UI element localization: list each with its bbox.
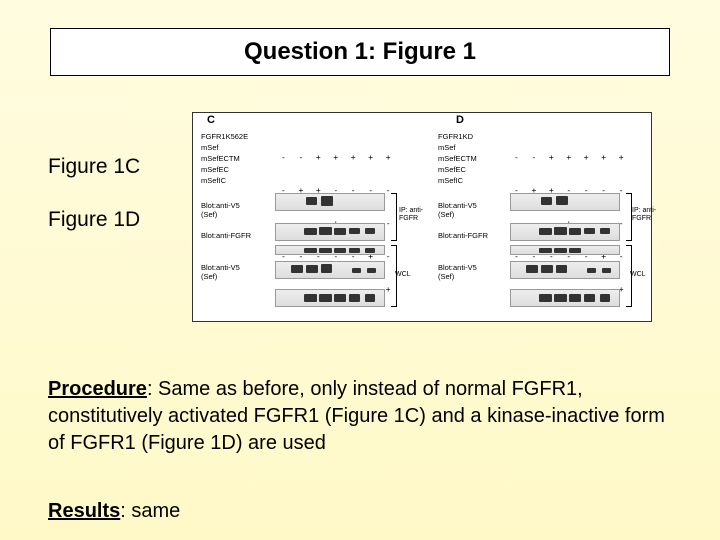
panel-c-header: C bbox=[207, 114, 215, 126]
panel-d-header: D bbox=[456, 114, 464, 126]
panel-d: D FGFR1KD mSef mSefECTM mSefEC mSefIC - … bbox=[422, 113, 651, 321]
row-label: mSefECTM bbox=[438, 153, 477, 164]
blot-strip bbox=[510, 261, 620, 279]
blot-label: Blot:anti-V5 (Sef) bbox=[438, 201, 477, 219]
procedure-lead: Procedure bbox=[48, 378, 147, 400]
row-label: FGFR1KD bbox=[438, 131, 477, 142]
blot-label: Blot:anti-V5 (Sef) bbox=[438, 263, 477, 281]
blot-strip bbox=[510, 245, 620, 255]
blot-label: Blot:anti-V5 (Sef) bbox=[201, 263, 240, 281]
results-lead: Results bbox=[48, 500, 120, 522]
panel-d-row-labels: FGFR1KD mSef mSefECTM mSefEC mSefIC bbox=[438, 131, 477, 186]
bracket-label: WCL bbox=[395, 271, 417, 279]
results-body: : same bbox=[120, 500, 180, 522]
blot-strip bbox=[275, 193, 385, 211]
row-label: FGFR1K562E bbox=[201, 131, 248, 142]
blot-label: Blot:anti-V5 (Sef) bbox=[201, 201, 240, 219]
blot-strip bbox=[275, 289, 385, 307]
blot-strip bbox=[510, 193, 620, 211]
pm-row: - - + + + + + bbox=[514, 152, 625, 163]
blot-strip bbox=[510, 289, 620, 307]
panel-c-row-labels: FGFR1K562E mSef mSefECTM mSefEC mSefIC bbox=[201, 131, 248, 186]
blot-strip bbox=[275, 245, 385, 255]
pm-row: - - + + + + + bbox=[281, 152, 392, 163]
blot-label: Blot:anti-FGFR bbox=[201, 231, 251, 240]
figure-1d-label: Figure 1D bbox=[48, 208, 140, 232]
blot-strip bbox=[275, 261, 385, 279]
title-box: Question 1: Figure 1 bbox=[50, 28, 670, 76]
results-text: Results: same bbox=[48, 500, 180, 523]
row-label: mSefIC bbox=[201, 175, 248, 186]
row-label: mSefEC bbox=[438, 164, 477, 175]
row-label: mSefECTM bbox=[201, 153, 248, 164]
blot-strip bbox=[275, 223, 385, 241]
procedure-text: Procedure: Same as before, only instead … bbox=[48, 376, 668, 457]
blot-label: Blot:anti-FGFR bbox=[438, 231, 488, 240]
panel-c: C FGFR1K562E mSef mSefECTM mSefEC mSefIC… bbox=[193, 113, 422, 321]
bracket-label: WCL bbox=[630, 271, 652, 279]
row-label: mSefEC bbox=[201, 164, 248, 175]
figure-panel: C FGFR1K562E mSef mSefECTM mSefEC mSefIC… bbox=[192, 112, 652, 322]
row-label: mSef bbox=[201, 142, 248, 153]
page-title: Question 1: Figure 1 bbox=[244, 38, 476, 66]
figure-1c-label: Figure 1C bbox=[48, 155, 140, 179]
row-label: mSef bbox=[438, 142, 477, 153]
bracket-label: IP: anti- FGFR bbox=[632, 207, 662, 223]
bracket-icon bbox=[391, 193, 397, 241]
row-label: mSefIC bbox=[438, 175, 477, 186]
blot-strip bbox=[510, 223, 620, 241]
